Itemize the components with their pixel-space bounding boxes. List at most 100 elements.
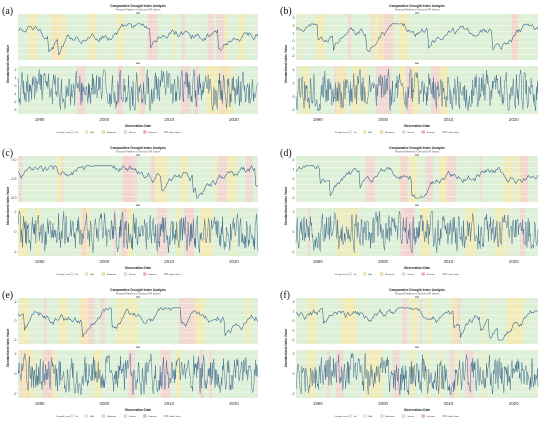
chart-title: Comparative Drought Index Analysis bbox=[389, 288, 445, 292]
legend-title: Drought Level bbox=[56, 415, 70, 418]
chart-subtitle: Temporal Patterns of Selected SPI Indice… bbox=[395, 151, 441, 154]
y-tick-label: -2 bbox=[291, 196, 294, 200]
legend-swatch bbox=[402, 130, 406, 134]
y-tick-label: -1 bbox=[291, 187, 294, 191]
bottom-subplot: 2 0 -2 bbox=[13, 208, 259, 256]
legend-label: No bbox=[75, 416, 79, 418]
top-subplot: 3 2 1 0 -1 -2 bbox=[291, 14, 539, 60]
x-tick-label: 2000 bbox=[378, 401, 388, 406]
legend: Drought Level No Mild Moderate Severe Extreme… bbox=[335, 414, 460, 418]
x-axis-label: Observation Date bbox=[125, 408, 152, 412]
x-tick-label: 1990 bbox=[35, 117, 45, 122]
y-tick-label: 0 bbox=[293, 39, 295, 43]
legend-label: Mild bbox=[90, 416, 95, 418]
legend-swatch bbox=[348, 414, 352, 418]
y-tick-label: -2 bbox=[291, 392, 294, 396]
y-tick-label: -3 bbox=[13, 108, 16, 112]
chart-panel: (c) Comparative Drought Index AnalysisTem… bbox=[2, 146, 259, 276]
facet-strip-bottom-mark bbox=[415, 62, 419, 64]
y-tick-label: 0 bbox=[293, 95, 295, 99]
series-line bbox=[17, 211, 259, 253]
legend-label: Moderate bbox=[385, 415, 395, 418]
legend-label: Moderate bbox=[385, 273, 395, 276]
y-tick-label: 0.0 bbox=[12, 158, 17, 162]
y-tick-label: -2 bbox=[13, 392, 16, 396]
facet-strip-top-mark bbox=[136, 12, 140, 14]
legend-label: Extreme bbox=[427, 273, 436, 276]
series-line bbox=[295, 211, 539, 253]
legend-label: No bbox=[354, 416, 358, 418]
legend-title: Drought Level bbox=[335, 131, 349, 134]
chart-subtitle: Temporal Patterns of Selected SPI Indice… bbox=[116, 9, 162, 12]
series-line bbox=[17, 68, 259, 111]
bottom-subplot: 2 0 -2 bbox=[13, 350, 259, 398]
legend-label: Index Value bbox=[169, 416, 181, 418]
x-tick-label: 2020 bbox=[509, 259, 519, 264]
y-tick-label: 2 bbox=[293, 300, 295, 304]
y-tick-label: -2 bbox=[291, 108, 294, 112]
top-subplot: 2 1 0 -1 -2 bbox=[291, 298, 539, 344]
legend-swatch bbox=[123, 414, 128, 418]
x-tick-label: 2020 bbox=[509, 117, 519, 122]
y-tick-label: -2 bbox=[13, 338, 16, 342]
y-tick-label: 4 bbox=[293, 68, 295, 72]
legend: Drought Level No Mild Moderate Severe Extreme… bbox=[335, 130, 460, 134]
series-line bbox=[295, 69, 539, 112]
y-axis-label: Standardized Index Value bbox=[284, 187, 288, 226]
y-tick-label: 2 bbox=[293, 82, 295, 86]
x-tick-label: 2010 bbox=[444, 117, 454, 122]
y-tick-label: -2 bbox=[13, 100, 16, 104]
legend-swatch bbox=[380, 414, 384, 418]
y-tick-label: 0 bbox=[293, 372, 295, 376]
x-tick-label: 2010 bbox=[444, 401, 454, 406]
panel-label: (d) bbox=[280, 148, 292, 159]
chart-panel: (a) Comparative Drought Index AnalysisTem… bbox=[2, 4, 259, 134]
y-axis-label: Standardized Index Value bbox=[284, 45, 288, 84]
legend-label: Moderate bbox=[107, 273, 117, 276]
y-tick-label: 2 bbox=[15, 68, 17, 72]
panel-label: (c) bbox=[2, 148, 13, 159]
legend-label: Severe bbox=[129, 415, 137, 418]
x-tick-label: 2010 bbox=[164, 259, 174, 264]
legend-swatch bbox=[143, 130, 147, 134]
top-subplot: 2 0 -2 bbox=[13, 298, 259, 344]
legend-label: Mild bbox=[368, 274, 373, 276]
x-tick-label: 2020 bbox=[229, 259, 239, 264]
legend-swatch bbox=[380, 272, 384, 276]
series-line bbox=[295, 165, 539, 199]
legend-swatch bbox=[348, 130, 352, 134]
legend-swatch bbox=[363, 130, 367, 134]
facet-strip-top-mark bbox=[415, 12, 419, 14]
facet-strip-bottom-mark bbox=[415, 204, 419, 206]
legend-label: No bbox=[75, 274, 79, 276]
legend-label: Mild bbox=[368, 132, 373, 134]
bottom-subplot: 2 0 -2 bbox=[291, 350, 539, 398]
x-tick-label: 2010 bbox=[444, 259, 454, 264]
legend-label: Index Value bbox=[169, 274, 181, 276]
facet-strip-top-mark bbox=[136, 154, 140, 156]
legend-title: Drought Level bbox=[335, 273, 349, 276]
legend-label: Extreme bbox=[427, 131, 436, 134]
y-tick-label: -1 bbox=[13, 92, 16, 96]
bottom-subplot: 4 2 0 -2 bbox=[291, 66, 539, 114]
x-tick-label: 2000 bbox=[378, 117, 388, 122]
chart-subtitle: Temporal Patterns of Selected SPI Indice… bbox=[395, 9, 441, 12]
top-subplot bbox=[17, 14, 259, 60]
chart-panel: (d) Comparative Drought Index AnalysisTem… bbox=[280, 146, 539, 276]
chart-title: Comparative Drought Index Analysis bbox=[389, 146, 445, 150]
x-tick-label: 2000 bbox=[100, 117, 110, 122]
y-tick-label: 0 bbox=[293, 177, 295, 181]
legend-swatch bbox=[101, 130, 106, 134]
y-axis-label: Standardized Index Value bbox=[6, 45, 10, 84]
legend-swatch bbox=[70, 130, 74, 134]
y-tick-label: -2 bbox=[291, 250, 294, 254]
x-tick-label: 2010 bbox=[164, 117, 174, 122]
x-axis-label: Observation Date bbox=[404, 266, 431, 270]
bottom-subplot: 2 1 0 -1 -2 -3 bbox=[13, 66, 259, 114]
y-tick-label: -2.5 bbox=[10, 177, 16, 181]
legend-label: Index Value bbox=[447, 274, 459, 276]
legend-label: Extreme bbox=[427, 415, 436, 418]
legend-label: Index Value bbox=[447, 132, 459, 134]
legend-swatch bbox=[84, 272, 89, 276]
x-tick-label: 1990 bbox=[313, 401, 323, 406]
